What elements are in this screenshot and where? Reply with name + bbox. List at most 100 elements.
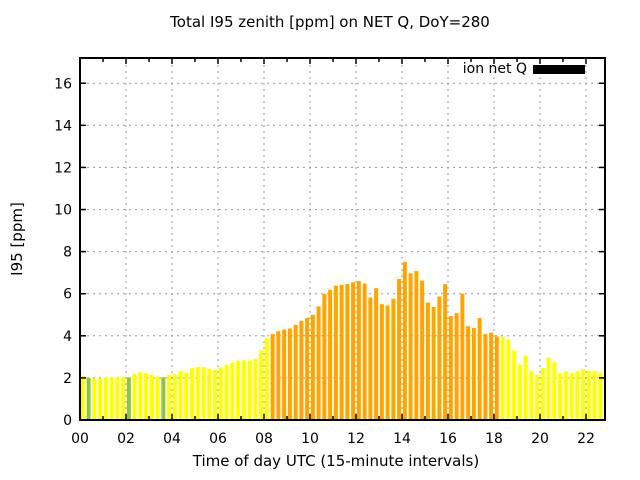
bar-12:00 <box>356 281 361 420</box>
bar-03:30 <box>161 377 166 420</box>
bar-07:15 <box>247 360 252 420</box>
bar-14:30 <box>414 270 419 420</box>
bar-04:00 <box>172 374 177 420</box>
bar-19:45 <box>535 374 540 420</box>
bar-08:00 <box>264 338 269 420</box>
bar-14:15 <box>408 273 413 420</box>
bar-05:15 <box>201 367 206 420</box>
bar-12:45 <box>374 288 379 420</box>
legend-swatch <box>533 65 585 74</box>
bar-20:00 <box>540 368 545 420</box>
bar-16:00 <box>448 316 453 420</box>
x-tick-label: 18 <box>485 431 503 447</box>
bar-18:00 <box>494 336 499 420</box>
bar-10:15 <box>316 306 321 420</box>
bar-11:00 <box>333 285 338 420</box>
y-tick-label: 2 <box>63 371 72 387</box>
bar-04:30 <box>184 372 189 420</box>
bar-00:30 <box>92 378 97 420</box>
bar-20:15 <box>546 357 551 420</box>
bar-17:15 <box>477 318 482 420</box>
bar-13:00 <box>379 304 384 420</box>
bar-14:00 <box>402 261 407 420</box>
bar-02:30 <box>138 372 143 420</box>
chart-title: Total I95 zenith [ppm] on NET Q, DoY=280 <box>170 13 490 31</box>
bar-13:15 <box>385 305 390 420</box>
bar-08:30 <box>276 331 281 420</box>
bar-16:45 <box>466 326 471 420</box>
bar-07:00 <box>241 360 246 420</box>
bar-15:00 <box>425 302 430 420</box>
y-tick-label: 10 <box>54 203 72 219</box>
x-axis-label: Time of day UTC (15-minute intervals) <box>192 452 480 470</box>
bar-19:00 <box>517 364 522 420</box>
bar-14:45 <box>420 280 425 420</box>
bar-05:30 <box>207 368 212 420</box>
bar-19:30 <box>529 370 534 420</box>
y-tick-label: 14 <box>54 118 72 134</box>
plot-border <box>79 57 606 421</box>
bar-17:45 <box>489 332 494 420</box>
x-tick-label: 08 <box>255 431 273 447</box>
bar-21:15 <box>569 373 574 420</box>
bar-10:45 <box>328 289 333 420</box>
bar-00:00 <box>80 375 85 420</box>
bar-02:00 <box>126 377 131 420</box>
bar-22:15 <box>592 370 597 420</box>
bar-08:15 <box>270 334 275 420</box>
bar-13:45 <box>397 278 402 420</box>
bar-02:15 <box>132 373 137 420</box>
x-tick-label: 06 <box>209 431 227 447</box>
bar-21:00 <box>563 371 568 420</box>
bar-01:30 <box>115 377 120 420</box>
bar-05:45 <box>213 369 218 420</box>
bar-02:45 <box>144 373 149 420</box>
bar-06:15 <box>224 364 229 420</box>
x-tick-label: 22 <box>577 431 595 447</box>
bar-12:30 <box>368 297 373 420</box>
bar-11:30 <box>345 284 350 420</box>
bar-12:15 <box>362 283 367 420</box>
bar-18:30 <box>506 339 511 420</box>
bar-17:00 <box>471 328 476 420</box>
y-tick-label: 4 <box>63 329 72 345</box>
bar-10:00 <box>310 314 315 420</box>
bar-17:30 <box>483 334 488 420</box>
bar-04:45 <box>190 368 195 420</box>
bar-03:00 <box>149 374 154 420</box>
bar-08:45 <box>282 329 287 420</box>
bar-06:45 <box>236 360 241 420</box>
x-tick-label: 04 <box>163 431 181 447</box>
x-tick-label: 02 <box>117 431 135 447</box>
bar-11:15 <box>339 284 344 420</box>
bar-16:30 <box>460 293 465 420</box>
bar-09:45 <box>305 317 310 420</box>
bar-19:15 <box>523 355 528 420</box>
bar-10:30 <box>322 293 327 420</box>
bar-04:15 <box>178 370 183 420</box>
bar-01:00 <box>103 377 108 420</box>
bar-09:30 <box>299 320 304 420</box>
y-tick-label: 0 <box>63 413 72 429</box>
bar-15:45 <box>443 284 448 420</box>
bar-21:45 <box>581 369 586 420</box>
bar-20:30 <box>552 362 557 420</box>
bar-18:15 <box>500 337 505 420</box>
bar-00:15 <box>86 377 91 420</box>
bar-07:30 <box>253 358 258 420</box>
bar-07:45 <box>259 350 264 420</box>
x-tick-label: 00 <box>71 431 89 447</box>
bar-03:45 <box>167 374 172 420</box>
bar-06:00 <box>218 367 223 420</box>
y-tick-label: 8 <box>63 245 72 261</box>
bar-03:15 <box>155 376 160 420</box>
y-tick-label: 12 <box>54 160 72 176</box>
bar-15:15 <box>431 306 436 420</box>
bar-11:45 <box>351 282 356 420</box>
bar-20:45 <box>558 373 563 420</box>
bar-05:00 <box>195 367 200 420</box>
y-tick-label: 6 <box>63 287 72 303</box>
x-tick-label: 20 <box>531 431 549 447</box>
x-tick-label: 16 <box>439 431 457 447</box>
